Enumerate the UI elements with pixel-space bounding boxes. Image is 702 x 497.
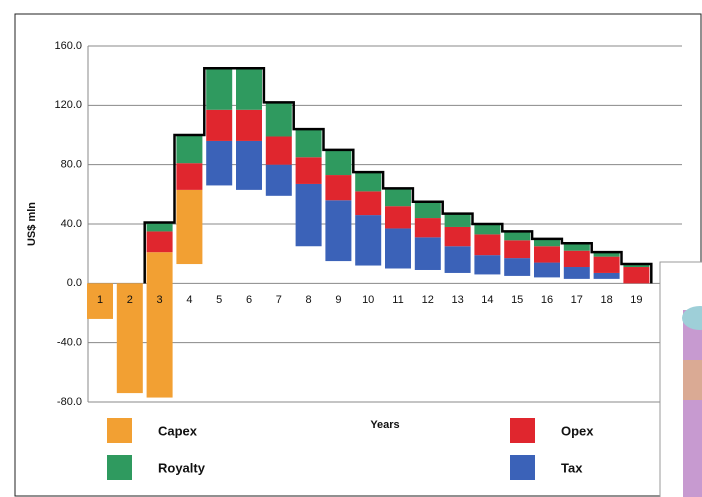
bar-segment	[623, 264, 650, 268]
photo-cylinder	[683, 310, 702, 497]
legend-swatch	[510, 418, 535, 443]
x-tick-label: 7	[276, 294, 282, 306]
legend-swatch	[107, 418, 132, 443]
bar-segment	[444, 226, 471, 247]
legend-swatch	[107, 455, 132, 480]
bar-segment	[325, 149, 352, 176]
x-tick-label: 17	[571, 294, 583, 306]
bar-segment	[563, 243, 590, 251]
bar-segment	[176, 135, 203, 164]
bar-segment	[504, 258, 531, 276]
x-tick-label: 11	[392, 294, 403, 306]
bar-segment	[355, 191, 382, 216]
x-tick-label: 12	[422, 294, 434, 306]
legend-label: Capex	[158, 423, 198, 438]
photo-cylinder-top	[682, 306, 702, 330]
bar-segment	[87, 283, 113, 319]
x-tick-label: 19	[630, 294, 642, 306]
bar-segment	[534, 246, 560, 263]
y-tick-label: 120.0	[54, 99, 82, 111]
x-tick-label: 9	[335, 294, 341, 306]
x-tick-label: 14	[481, 294, 493, 306]
bar-segment	[146, 222, 173, 232]
bar-segment	[385, 188, 411, 207]
bar-segment	[116, 283, 143, 394]
x-tick-label: 13	[451, 294, 463, 306]
photo-overlay	[659, 261, 702, 497]
x-tick-label: 6	[246, 294, 252, 306]
bar-segment	[623, 267, 650, 284]
bar-segment	[176, 189, 203, 265]
bar-segment	[206, 140, 233, 186]
bar-segment	[265, 102, 292, 137]
bar-segment	[385, 228, 411, 269]
y-axis-label: US$ mln	[26, 202, 38, 246]
y-tick-label: -40.0	[57, 337, 82, 349]
bar-segment	[236, 68, 262, 110]
bar-segment	[593, 256, 620, 273]
x-tick-label: 16	[541, 294, 553, 306]
x-tick-label: 5	[216, 294, 222, 306]
bar-segment	[236, 140, 262, 190]
y-tick-label: -80.0	[57, 396, 82, 408]
bar-segment	[265, 136, 292, 165]
bar-segment	[295, 129, 322, 158]
x-tick-label: 2	[127, 294, 133, 306]
bar-segment	[176, 163, 203, 190]
bar-segment	[414, 201, 441, 219]
outline	[143, 67, 653, 284]
bar-segment	[414, 218, 441, 238]
bar-segment	[593, 272, 620, 279]
x-tick-label: 15	[511, 294, 523, 306]
legend-swatch	[510, 455, 535, 480]
legend-label: Tax	[561, 460, 583, 475]
bar-segment	[146, 252, 173, 398]
legend-label: Opex	[561, 423, 594, 438]
bar-segment	[325, 175, 352, 201]
bar-segment	[146, 231, 173, 253]
bar-segment	[295, 157, 322, 184]
bar-segment	[534, 238, 560, 247]
bar-segment	[206, 68, 233, 110]
bar-segment	[444, 213, 471, 227]
y-tick-label: 160.0	[54, 40, 82, 52]
x-tick-label: 1	[97, 294, 103, 306]
bar-segment	[355, 215, 382, 266]
bar-segment	[414, 237, 441, 270]
bar-segment	[295, 183, 322, 247]
bar-segment	[325, 200, 352, 262]
legend-label: Royalty	[158, 460, 206, 475]
x-tick-label: 4	[186, 294, 192, 306]
bar-segment	[534, 262, 560, 278]
bar-segment	[474, 255, 501, 275]
bar-segment	[474, 234, 501, 256]
x-axis-label: Years	[370, 419, 399, 431]
bar-segment	[385, 206, 411, 229]
x-tick-label: 10	[362, 294, 374, 306]
x-tick-label: 8	[306, 294, 312, 306]
bar-segment	[265, 164, 292, 196]
y-tick-label: 40.0	[61, 218, 82, 230]
bar-segment	[563, 267, 590, 279]
bar-segment	[504, 240, 531, 259]
bar-segment	[444, 246, 471, 273]
x-tick-label: 3	[157, 294, 163, 306]
bar-segment	[474, 224, 501, 235]
bar-segment	[504, 231, 531, 241]
bar-segment	[563, 250, 590, 268]
x-tick-label: 18	[600, 294, 612, 306]
bar-segment	[236, 109, 262, 141]
bar-segment	[206, 109, 233, 141]
bar-segment	[355, 172, 382, 192]
bar-segment	[593, 252, 620, 257]
y-tick-label: 80.0	[61, 159, 82, 171]
photo-band	[683, 360, 702, 400]
y-tick-label: 0.0	[67, 277, 82, 289]
